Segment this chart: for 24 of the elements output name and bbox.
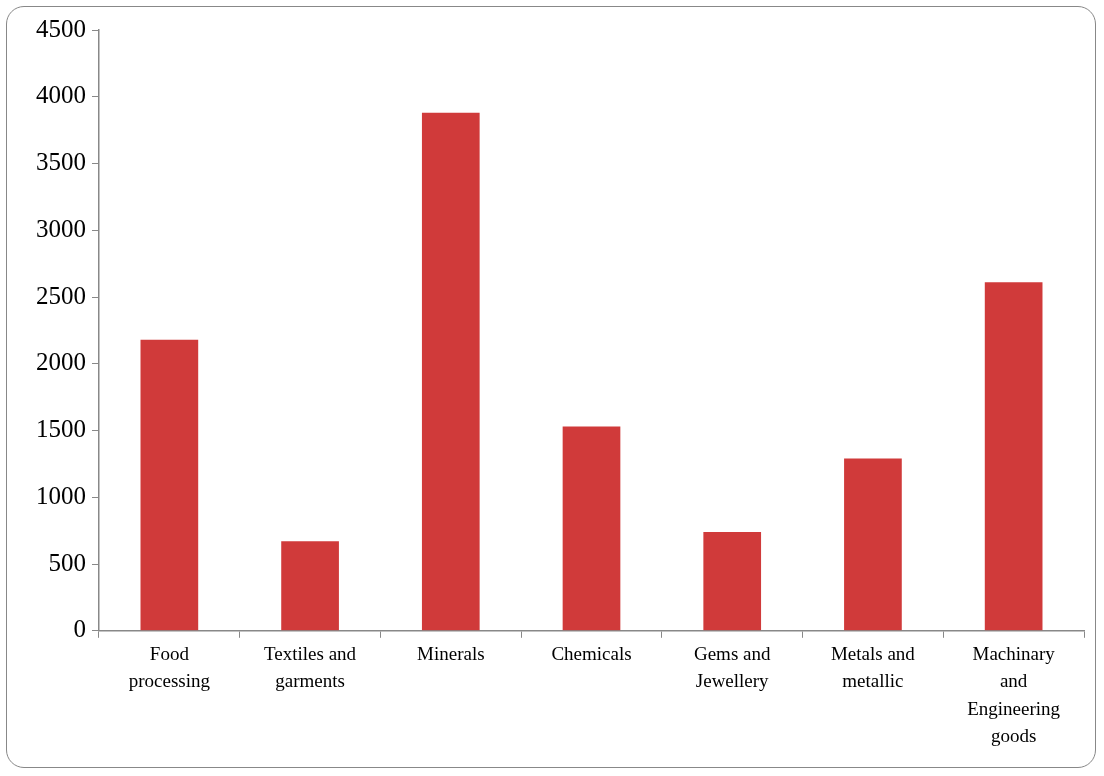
y-tick-label: 3500 [36, 148, 86, 176]
x-tick-label: Textiles and garments [264, 642, 357, 692]
y-tick-label: 1000 [36, 481, 86, 509]
bar [421, 112, 480, 631]
bar [562, 426, 621, 631]
y-tick-label: 2500 [36, 281, 86, 309]
x-tick-label: Gems and Jewellery [693, 642, 771, 692]
bar [140, 339, 199, 631]
y-tick-label: 3000 [36, 214, 86, 242]
y-tick-label: 4500 [36, 14, 86, 42]
y-tick-label: 500 [48, 548, 86, 576]
x-tick-label: Metals and metallic [830, 642, 916, 692]
x-tick-label: Food processing [128, 642, 211, 692]
y-tick-label: 4000 [36, 81, 86, 109]
y-tick-label: 0 [73, 615, 86, 643]
bar [984, 282, 1043, 631]
bar [281, 541, 339, 631]
y-tick-label: 2000 [36, 348, 86, 376]
bar [703, 532, 762, 631]
x-tick-label: Chemicals [551, 642, 632, 664]
x-tick-label: Minerals [417, 642, 485, 664]
x-tick-label: Machinary and Engineering goods [967, 642, 1061, 747]
bar [844, 458, 902, 631]
y-tick-label: 1500 [36, 415, 86, 443]
